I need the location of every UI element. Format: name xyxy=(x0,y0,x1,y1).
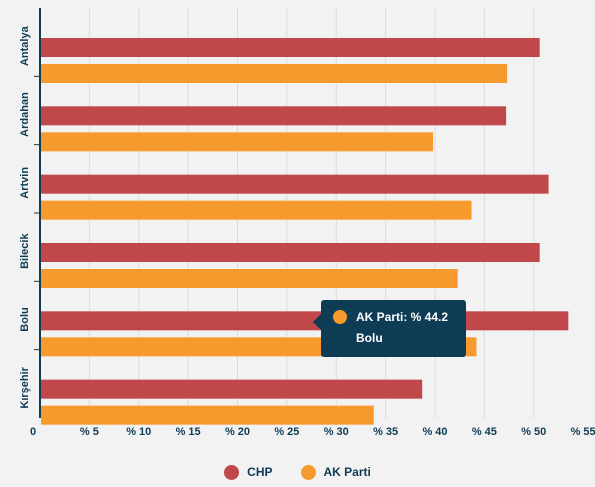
bar-chp-3[interactable] xyxy=(41,243,540,262)
legend-label-chp: CHP xyxy=(247,465,273,479)
legend: CHP AK Parti xyxy=(0,462,595,482)
x-tick-label: % 30 xyxy=(324,426,349,438)
tooltip-category: Bolu xyxy=(356,331,383,345)
x-tick-label: % 35 xyxy=(373,426,398,438)
x-tick-label: % 10 xyxy=(126,426,151,438)
legend-item-chp[interactable]: CHP xyxy=(224,464,273,480)
bar-ak-parti-0[interactable] xyxy=(41,64,508,83)
category-label-5: Kırşehir xyxy=(19,366,31,408)
bar-ak-parti-3[interactable] xyxy=(41,269,458,288)
x-tick-label: 0 xyxy=(30,426,36,438)
bar-chp-0[interactable] xyxy=(41,38,540,57)
x-tick-label: % 55 xyxy=(571,426,595,438)
category-label-2: Artvin xyxy=(19,167,31,199)
x-tick-label: % 40 xyxy=(422,426,447,438)
bar-ak-parti-2[interactable] xyxy=(41,200,472,220)
bar-chp-5[interactable] xyxy=(41,379,423,399)
x-tick-label: % 25 xyxy=(274,426,299,438)
category-label-3: Bilecik xyxy=(19,233,31,269)
bar-chp-4[interactable] xyxy=(41,311,569,331)
x-tick-label: % 15 xyxy=(176,426,201,438)
legend-marker-ak-parti xyxy=(300,464,316,480)
legend-item-ak-parti[interactable]: AK Parti xyxy=(300,464,371,480)
legend-label-ak-parti: AK Parti xyxy=(323,465,371,479)
tooltip: AK Parti: % 44.2 Bolu xyxy=(313,300,466,357)
tooltip-series-dot xyxy=(333,310,347,324)
x-tick-label: % 50 xyxy=(521,426,546,438)
bar-ak-parti-1[interactable] xyxy=(41,132,434,152)
bar-ak-parti-5[interactable] xyxy=(41,405,374,425)
bar-chp-2[interactable] xyxy=(41,174,549,194)
category-label-4: Bolu xyxy=(19,307,31,331)
category-label-0: Antalya xyxy=(19,25,31,66)
x-tick-label: % 5 xyxy=(80,426,99,438)
x-tick-label: % 20 xyxy=(225,426,250,438)
category-label-1: Ardahan xyxy=(19,92,31,137)
legend-marker-chp xyxy=(224,464,240,480)
tooltip-title: AK Parti: % 44.2 xyxy=(356,310,449,324)
x-tick-label: % 45 xyxy=(472,426,497,438)
bar-chp-1[interactable] xyxy=(41,106,507,126)
